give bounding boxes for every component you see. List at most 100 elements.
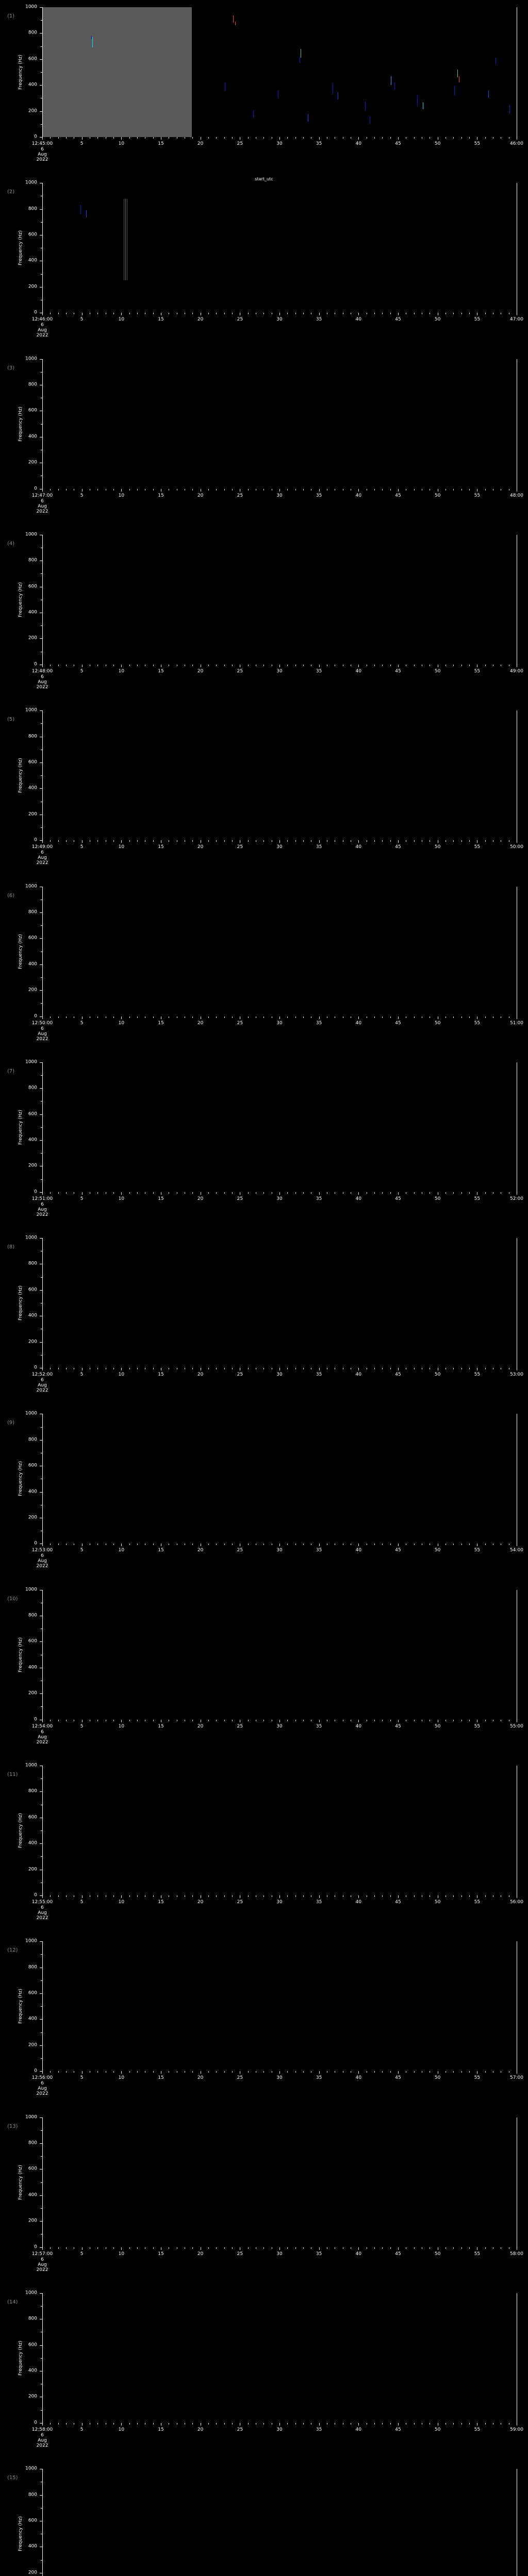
x-tick-mark-minor bbox=[303, 1368, 304, 1370]
y-tick-mark-minor bbox=[41, 1153, 42, 1154]
x-tick-label: 40 bbox=[355, 2251, 362, 2257]
x-tick-mark bbox=[279, 2071, 280, 2074]
plot-area[interactable] bbox=[42, 534, 517, 665]
plot-area[interactable] bbox=[42, 2293, 517, 2423]
x-tick-mark-minor bbox=[129, 1719, 130, 1721]
x-tick-label: 20 bbox=[197, 141, 204, 146]
y-tick-label: 600 bbox=[28, 232, 37, 238]
x-tick-mark bbox=[279, 1719, 280, 1722]
x-tick-mark-minor bbox=[414, 840, 415, 842]
x-tick-mark-minor bbox=[216, 1895, 217, 1897]
x-tick-mark-minor bbox=[58, 1895, 59, 1897]
x-tick-label: 55 bbox=[474, 2075, 481, 2081]
x-tick-mark-minor bbox=[469, 2071, 470, 2073]
x-tick-mark-minor bbox=[58, 313, 59, 315]
y-tick-mark-minor bbox=[41, 2560, 42, 2561]
x-tick-mark-minor bbox=[97, 664, 98, 666]
y-tick-mark-minor bbox=[41, 2507, 42, 2509]
x-tick-mark-minor bbox=[97, 1895, 98, 1897]
x-tick-mark-minor bbox=[295, 1544, 296, 1546]
x-tick-mark-minor bbox=[303, 664, 304, 666]
x-tick-mark-minor bbox=[58, 1368, 59, 1370]
plot-area[interactable] bbox=[42, 1589, 517, 1720]
y-axis-label: Frequency (Hz) bbox=[18, 2516, 23, 2552]
y-tick-label: 200 bbox=[28, 811, 37, 817]
plot-area[interactable] bbox=[42, 359, 517, 489]
x-tick-label: 55 bbox=[474, 317, 481, 323]
y-tick-label: 800 bbox=[28, 909, 37, 915]
x-tick-mark-minor bbox=[50, 1368, 51, 1370]
x-tick-label: 5 bbox=[80, 141, 84, 146]
x-tick-mark-minor bbox=[153, 488, 154, 490]
x-tick-mark-minor bbox=[248, 488, 249, 490]
plot-area[interactable] bbox=[42, 710, 517, 841]
y-tick-mark-minor bbox=[41, 1706, 42, 1707]
x-tick-mark-minor bbox=[137, 1192, 138, 1194]
x-tick-mark-minor bbox=[224, 137, 225, 139]
plot-area[interactable] bbox=[42, 886, 517, 1016]
x-tick-mark-minor bbox=[224, 2247, 225, 2249]
x-tick-label: 15 bbox=[158, 1196, 164, 1201]
x-tick-label: 20 bbox=[197, 2075, 204, 2081]
x-tick-label: 5 bbox=[80, 668, 84, 674]
y-axis: 0 200 400 600 800 1000 Frequency (Hz) bbox=[0, 357, 42, 491]
y-axis-label: Frequency (Hz) bbox=[18, 758, 23, 793]
x-tick-label: 5 bbox=[80, 2075, 84, 2081]
plot-area[interactable] bbox=[42, 1941, 517, 2072]
y-axis-label: Frequency (Hz) bbox=[18, 1461, 23, 1497]
plot-area[interactable] bbox=[42, 1062, 517, 1192]
x-tick-mark bbox=[358, 2071, 359, 2074]
x-tick-mark-minor bbox=[113, 1544, 114, 1546]
y-tick-mark bbox=[40, 1843, 42, 1844]
x-tick-mark-minor bbox=[303, 1192, 304, 1194]
y-tick-label: 1000 bbox=[25, 1411, 37, 1416]
plot-area[interactable] bbox=[42, 2469, 517, 2576]
y-tick-mark bbox=[40, 2495, 42, 2496]
y-tick-label: 1000 bbox=[25, 1587, 37, 1592]
x-tick-mark-minor bbox=[382, 1719, 383, 1721]
plot-area[interactable] bbox=[42, 1414, 517, 1544]
x-tick-mark-minor bbox=[113, 1192, 114, 1194]
x-tick-mark-minor bbox=[461, 2422, 462, 2425]
x-tick-label: 10 bbox=[118, 1020, 125, 1026]
x-tick-label: 45 bbox=[395, 2427, 401, 2432]
x-tick-label: 35 bbox=[316, 1723, 322, 1729]
y-tick-label: 200 bbox=[28, 1163, 37, 1168]
detection-mark bbox=[86, 210, 87, 218]
x-tick-mark-minor bbox=[390, 1544, 391, 1546]
y-tick-label: 400 bbox=[28, 1489, 37, 1495]
x-tick-mark-minor bbox=[208, 1719, 209, 1721]
x-tick-mark-minor bbox=[66, 2422, 67, 2425]
x-tick-mark bbox=[358, 488, 359, 492]
x-tick-mark-minor bbox=[58, 664, 59, 666]
x-tick-mark bbox=[358, 1016, 359, 1019]
x-tick-mark-minor bbox=[224, 488, 225, 490]
plot-area[interactable] bbox=[42, 183, 517, 313]
plot-area[interactable] bbox=[42, 1766, 517, 1895]
x-tick-label: 12:51:00 bbox=[31, 1196, 53, 1201]
y-tick-label: 1000 bbox=[25, 180, 37, 185]
x-tick-mark bbox=[398, 488, 399, 492]
plot-area[interactable] bbox=[42, 7, 517, 137]
x-tick-mark-minor bbox=[263, 1192, 265, 1194]
x-tick-mark-minor bbox=[153, 664, 154, 666]
x-tick-mark-minor bbox=[390, 2071, 391, 2073]
x-tick-mark-minor bbox=[461, 1719, 462, 1721]
y-tick-mark-minor bbox=[41, 1075, 42, 1076]
x-tick-mark-minor bbox=[192, 488, 193, 490]
plot-area[interactable] bbox=[42, 2117, 517, 2247]
x-tick-mark-minor bbox=[374, 1544, 375, 1546]
x-tick-mark-minor bbox=[453, 664, 454, 666]
y-tick-label: 600 bbox=[28, 584, 37, 589]
x-tick-mark bbox=[279, 137, 280, 140]
x-tick-mark-minor bbox=[208, 2247, 209, 2249]
y-tick-mark-minor bbox=[41, 2410, 42, 2411]
x-tick-mark bbox=[42, 313, 43, 316]
x-tick-mark-minor bbox=[129, 2247, 130, 2249]
plot-area[interactable] bbox=[42, 1238, 517, 1368]
x-axis: 12:57:00 5 10 15 20 25 30 35 40 45 50 55 58:00 6 Aug 20… bbox=[32, 2247, 523, 2283]
date-line: Aug bbox=[38, 1910, 47, 1916]
x-tick-mark-minor bbox=[469, 137, 470, 139]
x-tick-mark-minor bbox=[50, 137, 51, 139]
plot-frame bbox=[42, 1941, 517, 2072]
